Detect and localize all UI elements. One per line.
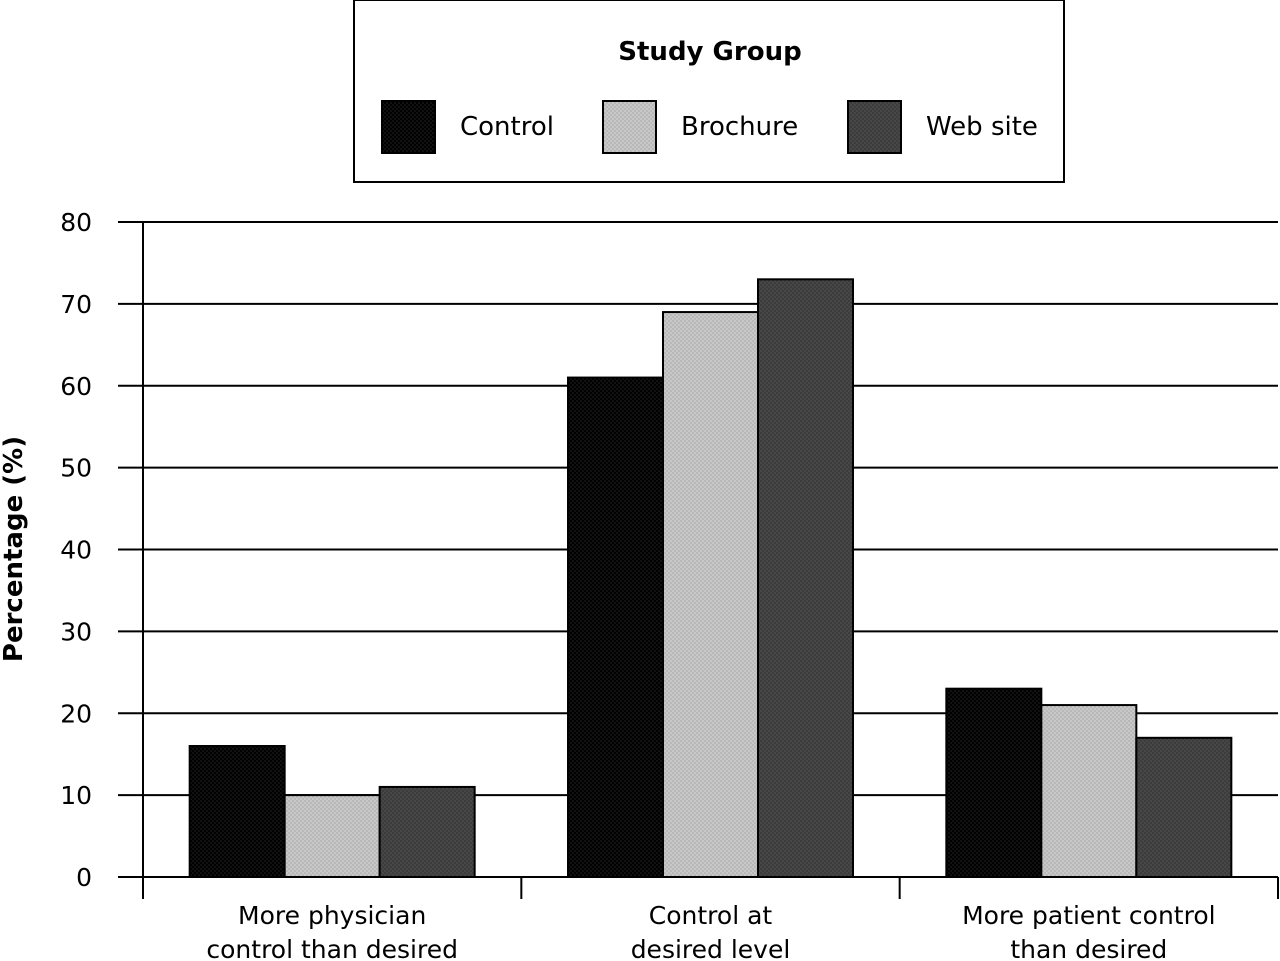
x-tick-label-line: control than desired xyxy=(206,935,458,961)
bar-control xyxy=(567,376,664,878)
x-tick-label: More patient control than desired xyxy=(962,901,1216,961)
y-tick-label: 40 xyxy=(60,536,92,565)
bar-control xyxy=(945,687,1043,878)
y-tick-label: 0 xyxy=(76,863,92,892)
bar-brochure xyxy=(1040,704,1138,878)
bar-control xyxy=(188,745,286,878)
axes xyxy=(142,222,1279,899)
x-tick-labels: More physician control than desired Contro… xyxy=(206,901,1215,961)
legend-label: Brochure xyxy=(681,112,798,142)
legend: Study Group Control Brochure Web site xyxy=(353,0,1065,183)
x-tick-label-line: than desired xyxy=(1010,935,1167,961)
legend-swatch xyxy=(381,100,436,154)
bars xyxy=(188,278,1233,878)
bar-web-site xyxy=(1135,736,1233,878)
legend-label: Control xyxy=(460,112,554,142)
y-axis-label: Percentage (%) xyxy=(0,436,29,662)
y-tick-label: 50 xyxy=(60,454,92,483)
x-tick-label: More physician control than desired xyxy=(206,901,458,961)
x-tick-label-line: More physician xyxy=(238,901,426,930)
y-tick-labels: 0 10 20 30 40 50 60 70 80 xyxy=(60,208,92,892)
x-tick-label-line: Control at xyxy=(649,901,773,930)
legend-title: Study Group xyxy=(618,37,801,67)
legend-items: Control Brochure Web site xyxy=(381,100,1038,154)
y-tick-label: 30 xyxy=(60,617,92,646)
x-tick-label-line: More patient control xyxy=(962,901,1216,930)
legend-box xyxy=(353,0,1065,183)
x-tick-label: Control at desired level xyxy=(631,901,791,961)
y-tick-label: 80 xyxy=(60,208,92,237)
legend-label: Web site xyxy=(926,112,1038,142)
y-tick-label: 70 xyxy=(60,290,92,319)
x-tick-label-line: desired level xyxy=(631,935,791,961)
legend-swatch xyxy=(602,100,657,154)
y-tick-label: 20 xyxy=(60,699,92,728)
legend-swatch xyxy=(847,100,902,154)
bar-brochure xyxy=(283,794,381,878)
y-tick-label: 10 xyxy=(60,781,92,810)
bar-brochure xyxy=(662,311,759,878)
bar-web-site xyxy=(378,785,476,878)
y-tick-label: 60 xyxy=(60,372,92,401)
bar-web-site xyxy=(757,278,854,878)
